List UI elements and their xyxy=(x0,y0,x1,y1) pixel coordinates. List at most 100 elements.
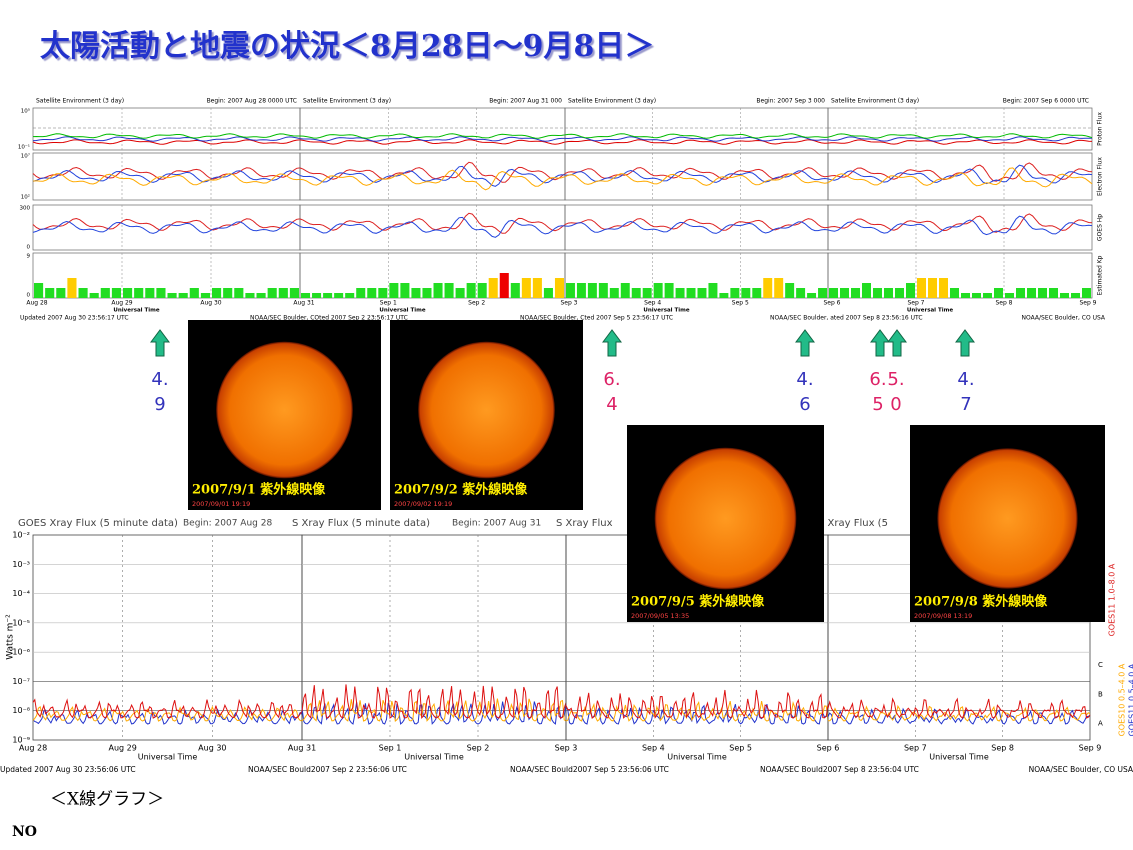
trace xyxy=(299,161,566,183)
trace xyxy=(301,684,567,719)
kp-bar xyxy=(510,283,520,298)
axis-title: Universal Time xyxy=(404,753,464,762)
kp-bar xyxy=(477,283,487,298)
kp-bar xyxy=(961,293,970,298)
kp-bar xyxy=(245,293,255,298)
kp-bar xyxy=(829,288,838,298)
trace xyxy=(827,133,1093,139)
magnitude: 0 xyxy=(890,394,901,415)
magnitude: 6. xyxy=(603,369,620,390)
kp-bar xyxy=(653,283,663,298)
title: 太陽活動と地震の状況＜8月28日～9月8日＞ xyxy=(40,29,654,64)
kp-bar xyxy=(156,288,166,298)
footer: NOAA/SEC Boulder, CO USA xyxy=(1022,315,1106,322)
x-tick-label: Aug 31 xyxy=(293,300,314,307)
panel-header: S Xray Flux xyxy=(556,518,613,529)
footer: NOAA/SEC Bould2007 Sep 8 23:56:04 UTC xyxy=(760,765,919,774)
x-tick-label: Sep 3 xyxy=(555,744,578,753)
row-label: Proton Flux xyxy=(1097,112,1104,146)
y-tick-label: 10⁷ xyxy=(21,153,30,160)
trace xyxy=(32,139,301,145)
image-stamp: 2007/09/01 19:19 xyxy=(192,500,250,508)
kp-bar xyxy=(763,278,773,298)
kp-bar xyxy=(785,283,795,298)
kp-bar xyxy=(100,288,110,298)
panel-header: Satellite Environment (3 day) xyxy=(303,98,391,105)
trace xyxy=(564,173,829,186)
sun-disk xyxy=(216,341,353,479)
magnitude: 5. xyxy=(887,369,904,390)
image-stamp: 2007/09/08 13:19 xyxy=(914,612,972,620)
kp-bar xyxy=(455,288,465,298)
trace xyxy=(32,169,301,183)
kp-bar xyxy=(89,293,99,298)
trace xyxy=(299,165,566,187)
magnitude: 4. xyxy=(151,369,168,390)
image-caption: 2007/9/2 紫外線映像 xyxy=(394,482,528,498)
trace xyxy=(827,215,1093,236)
x-tick-label: Aug 29 xyxy=(111,300,132,307)
kp-bar xyxy=(521,278,531,298)
image-stamp: 2007/09/05 13:35 xyxy=(631,612,689,620)
trace xyxy=(564,167,829,180)
trace xyxy=(564,218,829,231)
kp-bar xyxy=(345,293,355,298)
y-tick-label: 10⁻⁷ xyxy=(12,677,30,686)
kp-bar xyxy=(818,288,827,298)
arrow xyxy=(955,329,975,357)
trace xyxy=(564,133,829,139)
x-tick-label: Sep 4 xyxy=(642,744,665,753)
y-tick-label: 10⁻¹ xyxy=(18,144,30,151)
kp-bar xyxy=(422,288,432,298)
trace xyxy=(564,136,829,142)
y-tick-label: 0 xyxy=(27,245,31,251)
y-tick-label: 10² xyxy=(21,194,30,201)
panel-header: Satellite Environment (3 day) xyxy=(568,98,656,105)
y-tick-label: 10⁻⁹ xyxy=(12,736,30,745)
magnitude: 4 xyxy=(606,394,617,415)
legend-entry: GOES11 1.0–8.0 A xyxy=(1108,563,1117,636)
x-tick-label: Aug 31 xyxy=(288,744,316,753)
row-label: Electron Flux xyxy=(1097,157,1104,196)
trace xyxy=(564,220,829,234)
kp-bar xyxy=(950,288,959,298)
trace xyxy=(299,216,566,238)
kp-bar xyxy=(378,288,388,298)
trace xyxy=(32,698,303,719)
x-tick-label: Aug 30 xyxy=(198,744,226,753)
y-tick-label: 0 xyxy=(27,293,31,299)
kp-bar xyxy=(620,283,630,298)
kp-bar xyxy=(1027,288,1036,298)
kp-bar xyxy=(334,293,344,298)
sun-disk xyxy=(418,341,555,479)
trace xyxy=(827,162,1093,182)
row-label: GOES Hp xyxy=(1097,214,1104,241)
axis-title: Universal Time xyxy=(113,308,159,314)
panel-begin: Begin: 2007 Sep 6 0000 UTC xyxy=(1003,98,1089,105)
kp-bar xyxy=(730,288,740,298)
kp-bar xyxy=(367,288,377,298)
y-tick-label: 10⁻⁶ xyxy=(12,648,30,657)
image-caption: 2007/9/1 紫外線映像 xyxy=(192,482,326,498)
kp-bar xyxy=(1005,293,1014,298)
kp-bar xyxy=(719,293,729,298)
kp-bar xyxy=(1038,288,1047,298)
footer: NOAA/SEC Boulder, ated 2007 Sep 8 23:56:… xyxy=(770,315,923,322)
kp-bar xyxy=(917,278,926,298)
kp-bar xyxy=(752,288,762,298)
kp-bar xyxy=(56,288,66,298)
kp-bar xyxy=(212,288,222,298)
plot-frame xyxy=(827,152,1093,201)
footnote: NO xyxy=(12,824,37,840)
kp-bar xyxy=(609,288,619,298)
x-tick-label: Sep 7 xyxy=(907,300,924,307)
kp-bar xyxy=(78,288,88,298)
footer: NOAA/SEC Boulder, COted 2007 Sep 2 23:56… xyxy=(250,315,408,322)
plot-frame xyxy=(32,152,301,201)
kp-bar xyxy=(178,293,188,298)
y-tick-label: 10⁻⁴ xyxy=(12,589,30,598)
kp-bar xyxy=(123,288,133,298)
kp-bar xyxy=(1049,288,1058,298)
kp-bar xyxy=(895,288,904,298)
